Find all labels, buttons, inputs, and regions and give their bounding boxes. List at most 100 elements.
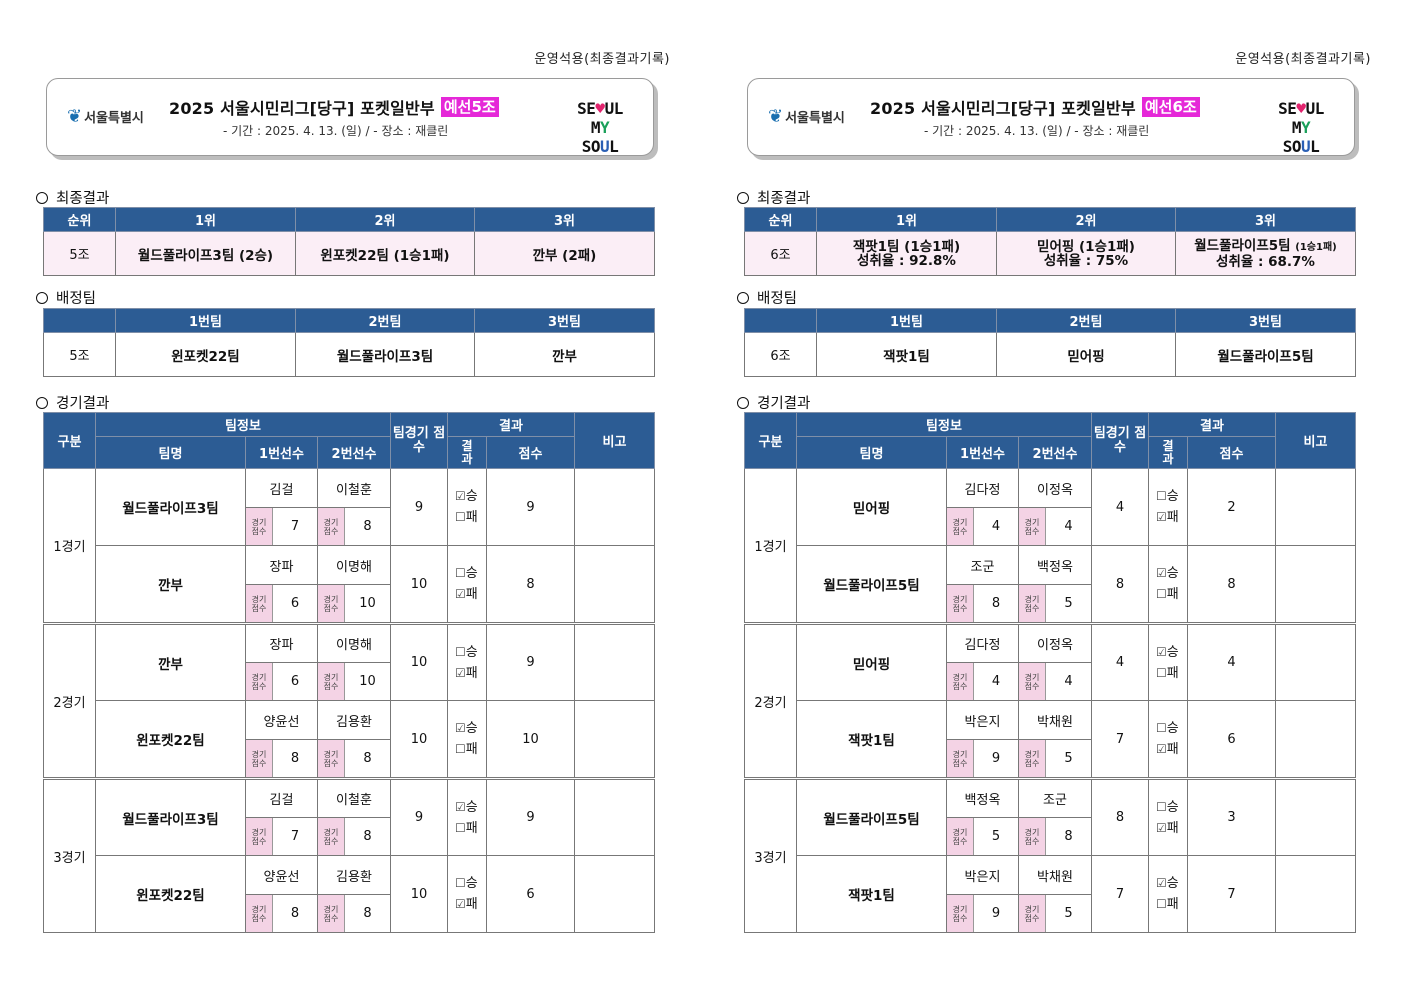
win-label: 승 bbox=[1166, 721, 1179, 736]
points: 3 bbox=[1186, 777, 1277, 856]
player1-name: 조군 bbox=[946, 545, 1019, 585]
header-winloss: 결과 bbox=[1148, 436, 1188, 469]
player1-name: 장파 bbox=[245, 622, 318, 663]
header-team-score: 팀경기 점수 bbox=[390, 412, 448, 469]
page-title: 2025 서울시민리그[당구] 포켓일반부 bbox=[870, 99, 1136, 118]
player2-name: 김용환 bbox=[317, 855, 391, 895]
score-tag: 경기 점수 bbox=[947, 895, 974, 932]
player1-name: 양윤선 bbox=[245, 855, 318, 895]
win-label: 승 bbox=[465, 876, 478, 891]
win-loss-checkboxes: ☐승 ☑패 bbox=[447, 855, 487, 933]
score-tag: 경기 점수 bbox=[246, 895, 273, 932]
player1-score: 경기 점수 9 bbox=[946, 894, 1019, 933]
header-team1: 1번팀 bbox=[115, 308, 296, 333]
player2-name: 이정옥 bbox=[1018, 468, 1092, 508]
first-place: 잭팟1팀 (1승1패) bbox=[852, 238, 961, 255]
score-tag: 경기 점수 bbox=[947, 740, 974, 777]
loss-label: 패 bbox=[465, 510, 478, 525]
group-cell: 6조 bbox=[744, 231, 817, 276]
seoul-city-logo: ❦ 서울특별시 bbox=[768, 107, 845, 126]
header-points: 점수 bbox=[485, 436, 576, 469]
note-cell bbox=[574, 545, 656, 624]
unchecked-box-icon: ☐ bbox=[455, 742, 466, 756]
note-cell bbox=[1275, 545, 1357, 624]
win-label: 승 bbox=[1166, 799, 1179, 815]
win-label: 승 bbox=[465, 644, 478, 660]
checked-box-icon: ☑ bbox=[1156, 876, 1167, 890]
circle-bullet-icon bbox=[36, 191, 48, 204]
loss-label: 패 bbox=[465, 742, 478, 757]
match-table: 구분 팀정보 팀경기 점수 결과 비고 팀명 1번선수 2번선수 결과 점수 1… bbox=[744, 412, 1357, 933]
player1-name: 박은지 bbox=[946, 855, 1019, 895]
player1-name: 김다정 bbox=[946, 468, 1019, 508]
team1-cell: 잭팟1팀 bbox=[816, 332, 997, 377]
seoul-emblem-icon: ❦ bbox=[768, 105, 784, 127]
player1-score: 경기 점수 7 bbox=[245, 817, 318, 856]
player2-score: 경기 점수 10 bbox=[317, 584, 391, 624]
seoul-logo-text: 서울특별시 bbox=[785, 110, 845, 125]
header-blank bbox=[43, 308, 116, 333]
third-rate: 성취율 : 68.7% bbox=[1216, 253, 1315, 270]
team-score: 7 bbox=[1091, 700, 1149, 779]
event-info: - 기간 : 2025. 4. 13. (일) / - 장소 : 재클린 bbox=[924, 124, 1150, 138]
event-info: - 기간 : 2025. 4. 13. (일) / - 장소 : 재클린 bbox=[223, 124, 449, 138]
header-rank: 순위 bbox=[744, 207, 817, 232]
final-result-heading: 최종결과 bbox=[737, 187, 810, 208]
circle-bullet-icon bbox=[36, 396, 48, 409]
third-place: 깐부 (2패) bbox=[474, 231, 655, 276]
win-loss-checkboxes: ☑승 ☐패 bbox=[447, 468, 487, 546]
player2-name: 이명해 bbox=[317, 545, 391, 585]
unchecked-box-icon: ☐ bbox=[455, 566, 466, 580]
circle-bullet-icon bbox=[737, 191, 749, 204]
player2-name: 백정옥 bbox=[1018, 545, 1092, 585]
team-name: 월드풀라이프5팀 bbox=[796, 777, 947, 856]
group-cell: 6조 bbox=[744, 332, 817, 377]
header-result: 결과 bbox=[1147, 412, 1277, 437]
points: 9 bbox=[485, 777, 576, 856]
header-second: 2위 bbox=[996, 207, 1176, 232]
player1-score: 경기 점수 6 bbox=[245, 584, 318, 624]
note-cell bbox=[574, 468, 656, 546]
team1-cell: 윈포켓22팀 bbox=[115, 332, 296, 377]
player2-name: 이명해 bbox=[317, 622, 391, 663]
second-place: 윈포켓22팀 (1승1패) bbox=[295, 231, 475, 276]
header-note: 비고 bbox=[574, 412, 656, 469]
points: 9 bbox=[485, 468, 576, 546]
checked-box-icon: ☑ bbox=[1156, 566, 1167, 580]
note-cell bbox=[1275, 622, 1357, 701]
team2-cell: 월드풀라이프3팀 bbox=[295, 332, 475, 377]
header-teaminfo: 팀정보 bbox=[95, 412, 391, 437]
player2-name: 이철훈 bbox=[317, 777, 391, 818]
unchecked-box-icon: ☐ bbox=[455, 876, 466, 890]
checked-box-icon: ☑ bbox=[455, 799, 466, 814]
unchecked-box-icon: ☐ bbox=[1156, 489, 1167, 503]
team2-cell: 믿어핑 bbox=[996, 332, 1176, 377]
header-note: 비고 bbox=[1275, 412, 1357, 469]
player2-score: 경기 점수 8 bbox=[317, 894, 391, 933]
points: 6 bbox=[1186, 700, 1277, 779]
seoul-my-soul-logo: SE♥UL MY SOUL bbox=[1278, 99, 1324, 156]
win-loss-checkboxes: ☑승 ☐패 bbox=[1148, 545, 1188, 624]
player1-name: 장파 bbox=[245, 545, 318, 585]
team-score: 10 bbox=[390, 700, 448, 779]
game-label: 2경기 bbox=[43, 622, 96, 779]
checked-box-icon: ☑ bbox=[1156, 644, 1167, 659]
game-label: 1경기 bbox=[43, 468, 96, 624]
team-name: 깐부 bbox=[95, 545, 246, 624]
team-score: 10 bbox=[390, 622, 448, 701]
assign-table: 1번팀 2번팀 3번팀 6조 잭팟1팀 믿어핑 월드풀라이프5팀 bbox=[744, 308, 1356, 377]
seoul-city-logo: ❦ 서울특별시 bbox=[67, 107, 144, 126]
header-winloss: 결과 bbox=[447, 436, 487, 469]
player2-score: 경기 점수 5 bbox=[1018, 584, 1092, 624]
assign-heading: 배정팀 bbox=[36, 287, 96, 308]
unchecked-box-icon: ☐ bbox=[1156, 587, 1167, 601]
score-tag: 경기 점수 bbox=[318, 740, 345, 777]
win-label: 승 bbox=[1166, 644, 1179, 660]
score-tag: 경기 점수 bbox=[318, 585, 345, 622]
second-rate: 성취율 : 75% bbox=[1043, 252, 1129, 269]
win-loss-checkboxes: ☐승 ☑패 bbox=[1148, 468, 1188, 546]
player1-score: 경기 점수 9 bbox=[946, 739, 1019, 779]
header-team3: 3번팀 bbox=[474, 308, 655, 333]
team-name: 잭팟1팀 bbox=[796, 855, 947, 933]
team3-cell: 깐부 bbox=[474, 332, 655, 377]
